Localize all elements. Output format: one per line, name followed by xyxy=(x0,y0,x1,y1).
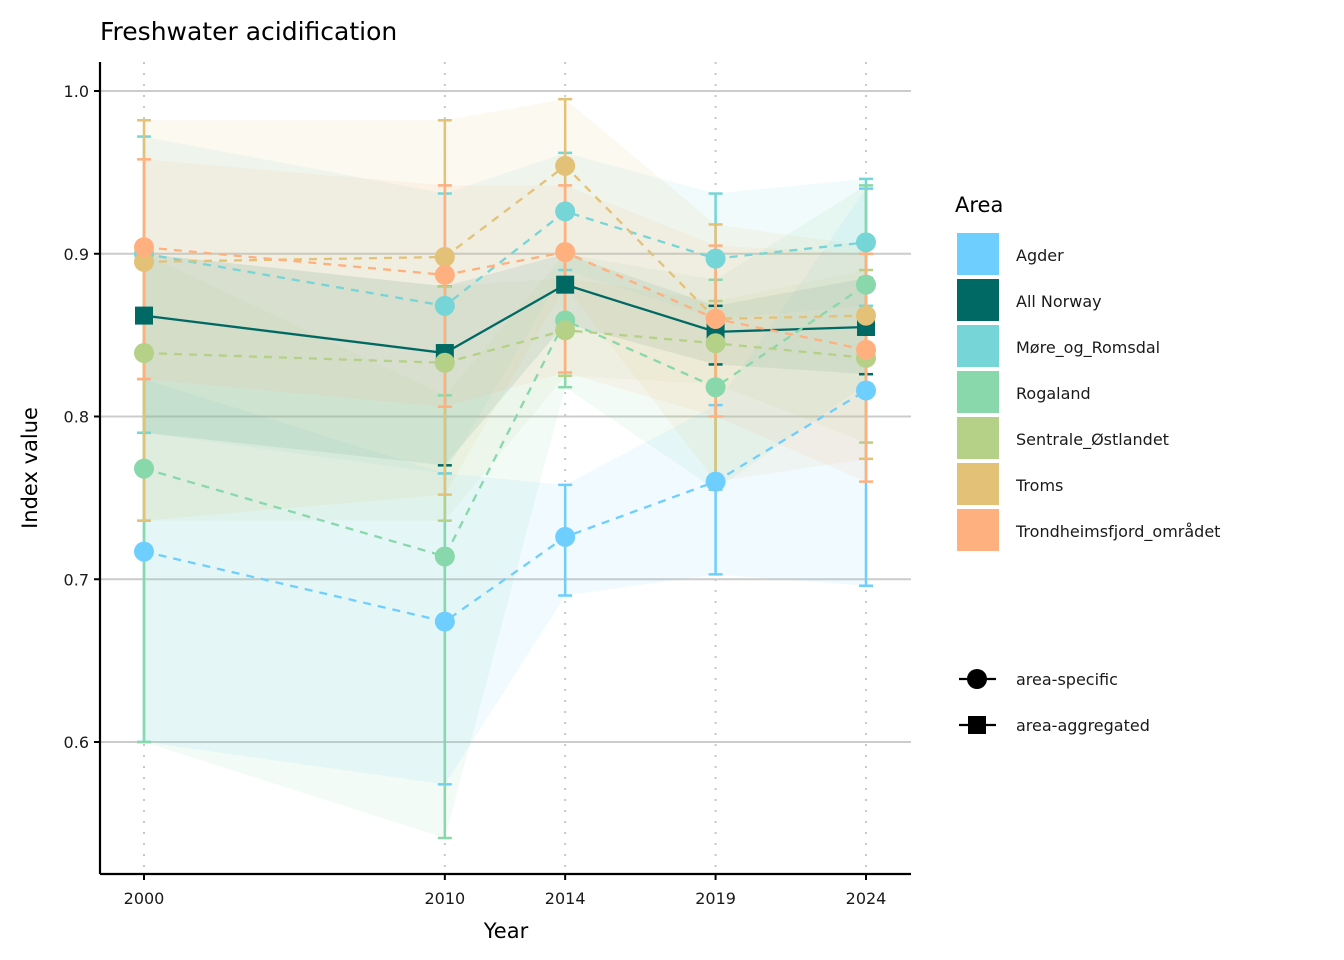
chart-title: Freshwater acidification xyxy=(100,17,397,46)
legend-swatch-Troms xyxy=(957,463,999,505)
data-point-circle xyxy=(705,377,726,398)
legend-shape-label: area-aggregated xyxy=(1016,716,1150,735)
axes: 0.6 0.7 0.8 0.9 1.0 2000 2010 2014 2019 2024 xyxy=(64,62,911,908)
data-point-circle xyxy=(134,541,154,562)
data-point-circle xyxy=(134,458,154,479)
y-axis-title: Index value xyxy=(18,407,42,529)
data-point-circle xyxy=(856,232,876,253)
data-point-circle xyxy=(856,339,876,360)
data-point-circle xyxy=(134,343,154,364)
ribbon-Troms xyxy=(144,99,866,521)
y-tick-label: 1.0 xyxy=(64,82,89,101)
data-points xyxy=(134,155,876,632)
legend-swatch-Rogaland xyxy=(957,371,999,413)
legend-color-entries: Agder All Norway Møre_og_Romsdal Rogaland Se… xyxy=(957,233,1220,551)
x-tick-label: 2024 xyxy=(846,889,887,908)
legend-label: All Norway xyxy=(1016,292,1102,311)
legend-label: Møre_og_Romsdal xyxy=(1016,338,1160,358)
legend-swatch-Agder xyxy=(957,233,999,275)
ribbon-Møre_og_Romsdal xyxy=(144,136,866,474)
legend-shape-label: area-specific xyxy=(1016,670,1118,689)
data-point-circle xyxy=(555,242,576,263)
data-point-circle xyxy=(434,352,455,373)
y-tick-label: 0.7 xyxy=(64,570,89,589)
data-point-circle xyxy=(134,251,154,272)
data-point-circle xyxy=(555,320,576,341)
x-axis-title: Year xyxy=(483,919,529,943)
data-point-circle xyxy=(434,295,455,316)
legend-circle-icon xyxy=(967,669,987,689)
legend-square-icon xyxy=(968,716,986,734)
data-point-circle xyxy=(856,380,876,401)
data-point-circle xyxy=(705,471,726,492)
legend-label: Troms xyxy=(1015,476,1063,495)
legend-swatch-Møre_og_Romsdal xyxy=(957,325,999,367)
legend-swatch-Trondheimsfjord_området xyxy=(957,509,999,551)
legend-title: Area xyxy=(955,193,1003,217)
data-point-circle xyxy=(434,611,455,632)
data-point-circle xyxy=(856,274,876,295)
data-point-circle xyxy=(555,526,576,547)
y-tick-label: 0.8 xyxy=(64,408,89,427)
data-point-circle xyxy=(856,305,876,326)
data-point-circle xyxy=(705,333,726,354)
ribbon-Trondheimsfjord_området xyxy=(144,159,866,482)
data-point-square xyxy=(556,275,575,294)
data-point-circle xyxy=(555,201,576,222)
x-tick-label: 2019 xyxy=(695,889,736,908)
legend-swatch-All Norway xyxy=(957,279,999,321)
x-tick-label: 2000 xyxy=(124,889,165,908)
legend-label: Trondheimsfjord_området xyxy=(1015,522,1220,542)
data-point-circle xyxy=(705,248,726,269)
ribbon-Rogaland xyxy=(144,185,866,839)
data-point-circle xyxy=(434,546,455,567)
data-point-circle xyxy=(434,247,455,268)
data-point-circle xyxy=(705,308,726,329)
y-tick-label: 0.6 xyxy=(64,733,89,752)
legend: Area Agder All Norway Møre_og_Romsdal Rogal… xyxy=(955,193,1220,735)
data-point-square xyxy=(135,306,153,325)
data-point-circle xyxy=(434,264,455,285)
x-tick-label: 2014 xyxy=(545,889,586,908)
data-point-circle xyxy=(134,237,154,258)
legend-swatch-Sentrale_Østlandet xyxy=(957,417,999,459)
legend-label: Sentrale_Østlandet xyxy=(1016,430,1169,450)
confidence-ribbons xyxy=(144,99,866,839)
series-line-Møre_og_Romsdal xyxy=(143,210,867,308)
grid-lines xyxy=(100,62,911,874)
y-tick-label: 0.9 xyxy=(64,245,89,264)
x-tick-label: 2010 xyxy=(424,889,465,908)
ribbon-Agder xyxy=(144,188,866,785)
legend-shape-entries: area-specific area-aggregated xyxy=(959,669,1150,735)
data-point-circle xyxy=(555,155,576,176)
legend-label: Rogaland xyxy=(1016,384,1091,403)
legend-label: Agder xyxy=(1016,246,1064,265)
ribbon-Sentrale_Østlandet xyxy=(144,253,866,521)
